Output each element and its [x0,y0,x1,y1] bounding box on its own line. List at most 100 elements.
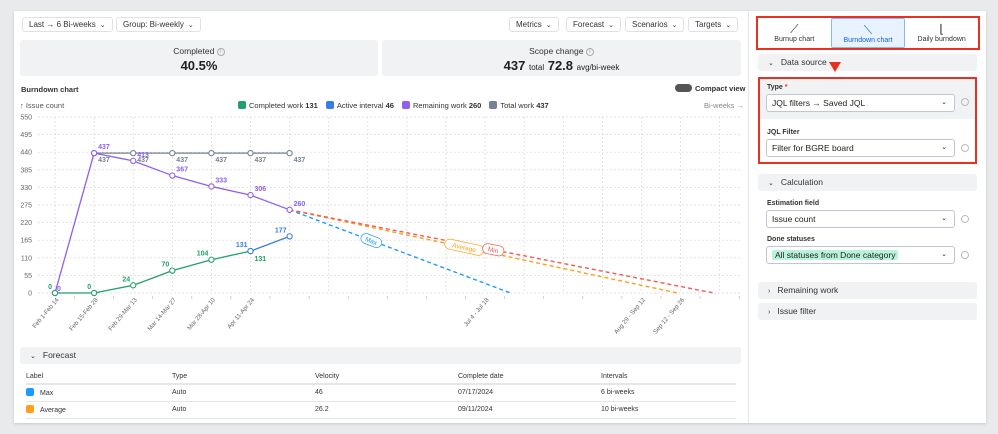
data-point [130,157,137,164]
y-tick-label: 220 [20,220,32,227]
group-dropdown[interactable]: Group: Bi-weekly ⌄ [116,17,201,32]
legend-swatch [238,101,246,109]
x-tick-label: Sep 12 - Sep 26 [652,296,686,335]
data-point [286,206,293,213]
legend-swatch [401,101,410,109]
legend-total[interactable]: Total work 437 [489,101,549,110]
estimation-field-label: Estimation field [767,200,820,207]
y-tick-label: 440 [20,150,32,157]
type-select[interactable]: JQL filters → Saved JQL ⌄ [766,94,955,112]
info-icon[interactable] [961,98,969,106]
color-swatch [26,405,34,413]
info-icon[interactable]: i [585,47,594,56]
jql-filter-value: Filter for BGRE board [772,143,854,153]
x-tick-label: Feb 1-Feb 14 [31,296,61,329]
legend-value: 131 [305,101,318,110]
chevron-down-icon: ⌄ [768,60,774,67]
data-point [90,289,98,297]
svg-text:Average: Average [451,242,476,254]
legend-remaining[interactable]: Remaining work 260 [401,101,482,110]
tab-burnup-chart[interactable]: ⟋ Burnup chart [758,18,831,48]
series-line-completed-work [55,250,251,294]
data-label: 437 [176,157,188,164]
data-label: 24 [122,276,130,283]
data-point [51,289,59,297]
estimation-field-select[interactable]: Issue count ⌄ [766,210,955,228]
x-tick-label: Feb 29-Mar 13 [107,296,139,332]
chevron-down-icon: ⌄ [99,22,106,29]
data-source-section[interactable]: ⌄ Data source [758,54,977,71]
daily-burndown-icon: ⌊ [939,22,945,36]
svg-text:Max: Max [364,236,379,247]
table-row: Max Auto 46 07/17/2024 6 bi-weeks [26,384,736,402]
scenarios-dropdown[interactable]: Scenarios ⌄ [625,17,685,32]
chevron-down-icon: ⌄ [187,22,194,29]
x-tick-label: Aug 29 - Sep 12 [613,296,647,335]
data-label: 131 [236,242,248,249]
tab-burndown-chart[interactable]: ⟍ Burndown chart [830,18,906,48]
toggle-switch[interactable] [675,84,692,92]
type-label-text: Type [767,84,783,91]
issue-filter-section[interactable]: › Issue filter [758,303,977,320]
remaining-work-section[interactable]: › Remaining work [758,282,977,299]
info-icon[interactable] [961,215,969,223]
targets-dropdown[interactable]: Targets ⌄ [688,17,739,32]
column-header: Label [26,370,172,385]
chevron-down-icon: ⌄ [608,22,614,29]
done-status-tag: All statuses from Done category [772,250,899,260]
forecast-section-header[interactable]: ⌄ Forecast [20,347,741,364]
legend-label: Active interval [336,101,384,110]
data-label: 0 [87,284,91,291]
targets-label: Targets [695,20,722,29]
x-tick-label: Feb 15-Feb 28 [68,296,100,332]
range-dropdown[interactable]: Last → 6 Bi-weeks ⌄ [22,17,113,32]
tab-label: Daily burndown [917,36,966,43]
info-icon[interactable] [961,144,969,152]
data-point [208,256,215,263]
y-tick-label: 385 [20,167,32,174]
x-tick-label: Jul 4 - Jul 18 [463,296,491,328]
x-tick-label: Mar 28-Apr 10 [186,296,217,331]
y-tick-label: 550 [20,115,32,122]
data-label: 437 [215,157,227,164]
group-label: Group: Bi-weekly [123,20,184,29]
data-label: 0 [57,286,61,293]
data-label: 437 [137,157,149,164]
data-source-title: Data source [780,57,827,67]
tab-daily-burndown[interactable]: ⌊ Daily burndown [905,18,978,48]
legend-value: 260 [468,101,482,110]
burndown-icon: ⟍ [863,23,873,37]
highlight-box [758,77,977,164]
data-label: 104 [197,251,209,258]
calculation-section[interactable]: ⌄ Calculation [758,174,977,191]
legend-label: Remaining work [412,101,467,110]
metrics-dropdown[interactable]: Metrics ⌄ [509,17,559,32]
chevron-down-icon: ⌄ [30,353,36,360]
column-header: Intervals [601,370,736,385]
data-label: 70 [162,262,170,269]
data-point [247,247,254,255]
legend-completed[interactable]: Completed work 131 [238,101,318,110]
scope-avg: 72.8 [547,58,574,73]
type-value: JQL filters → Saved JQL [772,98,866,108]
data-point [169,150,176,157]
tab-label: Burndown chart [843,37,893,44]
metrics-label: Metrics [516,20,542,29]
data-label: 437 [294,157,306,164]
legend-label: Completed work [249,101,304,110]
data-point [169,267,176,274]
info-icon[interactable] [961,251,969,259]
legend-active[interactable]: Active interval 46 [325,101,394,110]
forecast-dropdown[interactable]: Forecast ⌄ [566,17,621,32]
legend: Completed work 131 Active interval 46 Re… [238,101,549,110]
done-statuses-select[interactable]: All statuses from Done category ⌄ [766,246,955,264]
jql-filter-select[interactable]: Filter for BGRE board ⌄ [766,139,955,157]
data-label: 437 [98,144,110,151]
info-icon[interactable]: i [216,47,225,56]
y-tick-label: 330 [20,185,32,192]
forecast-line-max [289,209,511,294]
data-label: 413 [137,152,149,159]
data-point [208,183,215,190]
compact-view-toggle[interactable]: Compact view [675,84,745,93]
issue-filter-title: Issue filter [777,306,817,316]
